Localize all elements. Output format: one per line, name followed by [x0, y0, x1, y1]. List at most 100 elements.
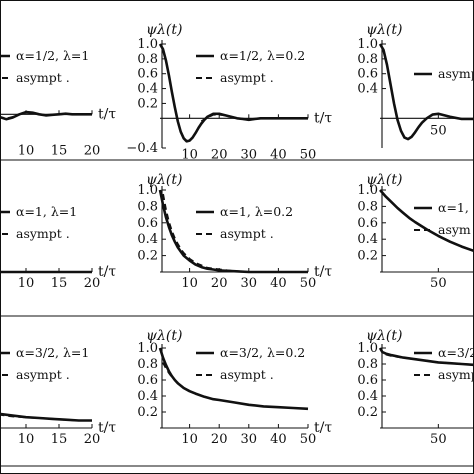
x-tick-label: 10: [18, 143, 35, 158]
legend-label: asympt .: [16, 226, 70, 241]
x-tick-label: 30: [241, 276, 258, 291]
y-tick-label: 0.6: [137, 67, 158, 82]
y-tick-label: 0.4: [137, 82, 158, 97]
y-axis-label: ψλ(t): [366, 22, 402, 38]
legend-label: α=1, λ=1: [16, 204, 77, 219]
x-axis-label: t/τ: [98, 264, 116, 280]
legend-label: asympt .: [16, 70, 70, 85]
y-tick-label: 0.2: [357, 405, 378, 420]
x-tick-label: 50: [430, 276, 447, 291]
x-tick-label: 20: [84, 276, 101, 291]
series-line-exact: [158, 189, 308, 274]
legend-label: asymp: [438, 66, 474, 81]
x-tick-label: 50: [300, 432, 317, 447]
x-tick-label: 20: [84, 432, 101, 447]
series-line-exact: [158, 43, 308, 143]
y-tick-label: 0.8: [137, 199, 158, 214]
x-tick-label: 20: [84, 143, 101, 158]
y-axis-label: ψλ(t): [366, 172, 402, 188]
x-tick-label: 50: [300, 147, 317, 162]
y-tick-label: 0.8: [357, 52, 378, 67]
y-tick-label: 0.2: [357, 249, 378, 264]
x-tick-label: 10: [181, 147, 198, 162]
y-tick-label: 0.6: [357, 216, 378, 231]
x-tick-label: 30: [241, 432, 258, 447]
x-tick-label: 20: [211, 276, 228, 291]
legend-label: asympt .: [220, 367, 274, 382]
legend-label: α=1/2, λ=0.2: [220, 48, 305, 63]
y-axis-label: ψλ(t): [146, 172, 182, 188]
y-tick-label: −0.4: [126, 141, 158, 156]
y-tick-label: 0.6: [137, 373, 158, 388]
y-axis-label: ψλ(t): [146, 22, 182, 38]
y-tick-label: 1.0: [137, 341, 158, 356]
series-line-asymptotic: [162, 361, 205, 398]
series-line-asymptotic: [200, 113, 308, 123]
panel-2-2: 501001.00.80.60.40.2α=3/2,asymptψλ(t): [357, 328, 474, 447]
series-line-exact: [378, 43, 474, 141]
series-line-asymptotic: [162, 193, 308, 273]
legend-label: α=3/2, λ=1: [16, 345, 89, 360]
x-tick-label: 40: [270, 276, 287, 291]
x-axis-label: t/τ: [98, 420, 116, 436]
y-axis-label: ψλ(t): [366, 328, 402, 344]
series-line-exact: [0, 110, 92, 121]
y-tick-label: 0.4: [357, 232, 378, 247]
y-tick-label: 0.4: [137, 232, 158, 247]
legend-label: α=1/2, λ=1: [16, 48, 89, 63]
y-tick-label: 0.4: [357, 82, 378, 97]
panel-2-1: 10 20 30 40 50 1.00.80.60.40.2 α=3/2, λ=0.2 asy…: [137, 328, 332, 447]
y-tick-label: 1.0: [357, 37, 378, 52]
series-line-exact: [0, 412, 92, 422]
panel-0-0: 10 15 20 α=1/2, λ=1 asympt . t/τ: [0, 48, 116, 158]
x-tick-label: 15: [51, 432, 68, 447]
x-tick-label: 15: [51, 143, 68, 158]
y-tick-label: 0.8: [137, 357, 158, 372]
series-line-asymptotic: [0, 413, 92, 422]
y-tick-label: 0.8: [357, 199, 378, 214]
legend-label: α=1, λ=0.2: [220, 204, 293, 219]
legend-label: asym: [438, 222, 471, 237]
x-tick-label: 10: [181, 276, 198, 291]
x-tick-label: 15: [51, 276, 68, 291]
y-tick-label: 0.2: [137, 249, 158, 264]
y-tick-label: 0.2: [137, 96, 158, 111]
x-axis-label: t/τ: [314, 264, 332, 280]
legend-label: α=1,: [438, 200, 469, 215]
x-tick-label: 50: [430, 123, 447, 138]
y-tick-label: 0.8: [137, 52, 158, 67]
legend-label: asympt .: [16, 367, 70, 382]
legend-label: asympt: [438, 367, 474, 382]
x-tick-label: 10: [181, 432, 198, 447]
y-tick-label: 1.0: [137, 183, 158, 198]
x-tick-label: 50: [430, 432, 447, 447]
x-tick-label: 30: [241, 147, 258, 162]
panel-1-0: 10 15 20 α=1, λ=1 asympt . t/τ: [0, 204, 116, 291]
y-tick-label: 0.2: [137, 405, 158, 420]
y-tick-label: 0.6: [357, 67, 378, 82]
x-tick-label: 20: [211, 147, 228, 162]
x-axis-label: t/τ: [98, 106, 116, 122]
y-tick-label: 1.0: [357, 183, 378, 198]
legend-label: asympt .: [220, 70, 274, 85]
series-line-asymptotic: [385, 353, 474, 366]
x-tick-label: 10: [18, 432, 35, 447]
x-tick-label: 40: [270, 147, 287, 162]
y-tick-label: 0.6: [357, 373, 378, 388]
series-line-asymptotic: [385, 195, 474, 252]
y-tick-label: 1.0: [137, 37, 158, 52]
y-tick-label: 0.6: [137, 216, 158, 231]
y-axis-label: ψλ(t): [146, 328, 182, 344]
x-tick-label: 20: [211, 432, 228, 447]
panel-1-1: 10 20 30 40 50 1.00.8 0.60.4 0.2 α=1, λ=0.2 asymp…: [137, 172, 332, 291]
panel-0-2: 50 1.00.80.60.4 asymp ψλ(t): [357, 22, 474, 148]
legend-label: asympt .: [220, 226, 274, 241]
y-tick-label: 0.8: [357, 357, 378, 372]
x-axis-label: t/τ: [314, 420, 332, 436]
y-tick-label: 1.0: [357, 341, 378, 356]
x-tick-label: 50: [300, 276, 317, 291]
panel-2-0: 10 15 20 α=3/2, λ=1 asympt . t/τ: [0, 345, 116, 447]
x-tick-label: 10: [18, 276, 35, 291]
